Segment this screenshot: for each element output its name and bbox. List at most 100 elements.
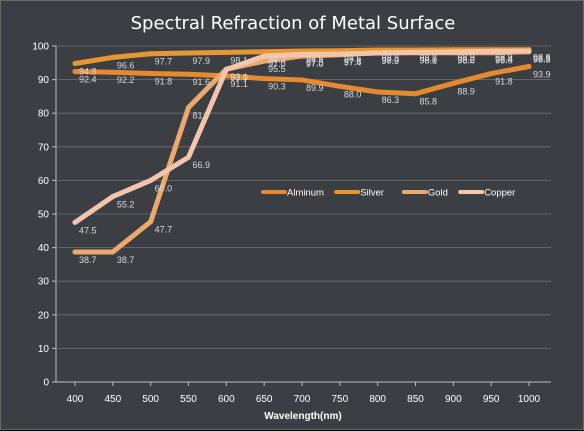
data-label: 97.0 — [268, 59, 286, 69]
data-label: 93.9 — [533, 69, 551, 79]
data-point — [261, 49, 267, 55]
legend-label: Gold — [428, 188, 448, 199]
data-point — [413, 49, 418, 55]
x-axis-label: Wavelength(nm) — [264, 411, 341, 422]
data-point — [337, 51, 343, 57]
data-label: 97.9 — [382, 56, 400, 66]
legend-label: Alminum — [287, 188, 324, 199]
data-point — [299, 51, 305, 57]
data-label: 98.0 — [382, 56, 400, 66]
data-label: 98.9 — [533, 53, 551, 63]
data-label: 89.9 — [306, 83, 324, 93]
data-label: 90.3 — [268, 82, 286, 92]
data-label: 98.2 — [457, 55, 475, 65]
data-point — [488, 48, 494, 54]
data-point — [186, 104, 191, 110]
data-label: 97.7 — [155, 57, 173, 67]
data-point — [186, 50, 191, 56]
data-point — [148, 71, 154, 77]
y-tick-label: 10 — [38, 344, 50, 355]
data-label: 98.3 — [533, 55, 551, 65]
data-point — [526, 63, 532, 69]
x-tick-label: 400 — [67, 394, 84, 405]
data-label: 38.7 — [117, 255, 135, 265]
data-label: 97.9 — [193, 56, 211, 66]
data-label: 97.4 — [344, 58, 362, 68]
data-label: 98.5 — [306, 54, 324, 64]
data-point — [148, 51, 154, 57]
data-point — [450, 80, 456, 86]
y-tick-label: 80 — [38, 109, 50, 120]
data-point — [110, 54, 116, 60]
y-tick-label: 60 — [38, 176, 50, 187]
data-label: 91.8 — [495, 77, 513, 87]
data-point — [375, 50, 381, 56]
data-point — [450, 49, 456, 55]
data-label: 98.6 — [344, 54, 362, 64]
data-label: 98.0 — [420, 56, 438, 66]
x-tick-label: 450 — [104, 394, 121, 405]
grid-lines — [56, 45, 551, 349]
data-point — [186, 71, 191, 77]
data-label: 93.1 — [230, 72, 248, 82]
data-label: 98.9 — [495, 53, 513, 63]
data-label: 38.7 — [79, 255, 97, 265]
y-tick-label: 90 — [38, 75, 50, 86]
x-tick-label: 550 — [180, 394, 197, 405]
data-label: 66.9 — [193, 160, 211, 170]
data-point — [223, 49, 229, 55]
data-label: 97.5 — [306, 57, 324, 67]
data-label: 92.4 — [79, 75, 97, 85]
data-point — [375, 89, 381, 95]
x-tick-label: 500 — [142, 394, 159, 405]
y-tick-label: 20 — [38, 310, 50, 321]
x-tick-label: 800 — [369, 394, 386, 405]
data-label: 98.8 — [382, 53, 400, 63]
data-point — [72, 69, 78, 75]
data-point — [110, 69, 116, 75]
data-label: 85.8 — [420, 97, 438, 107]
data-label: 98.0 — [495, 56, 513, 66]
series-lines — [72, 47, 532, 255]
data-point — [148, 219, 154, 225]
x-tick-label: 950 — [483, 394, 500, 405]
data-label: 96.6 — [117, 60, 135, 70]
data-label: 98.9 — [457, 53, 475, 63]
data-point — [526, 48, 532, 54]
y-tick-label: 50 — [38, 210, 50, 221]
data-point — [299, 77, 305, 83]
data-label: 47.5 — [79, 225, 97, 235]
data-label: 88.9 — [457, 86, 475, 96]
data-point — [72, 249, 78, 255]
data-label: 60.0 — [155, 183, 173, 193]
x-tick-label: 1000 — [518, 394, 541, 405]
data-label: 86.3 — [382, 95, 400, 105]
data-point — [261, 58, 267, 64]
data-point — [223, 67, 229, 73]
data-label: 92.2 — [117, 75, 135, 85]
data-label: 98.0 — [457, 56, 475, 66]
data-label: 98.5 — [533, 54, 551, 64]
data-point — [337, 83, 343, 89]
data-point — [110, 194, 116, 200]
data-label: 97.0 — [306, 59, 324, 69]
x-tick-labels: 400 450 500 550 600 650 700 750 800 850 900 950 1000 — [67, 382, 541, 405]
data-point — [488, 71, 494, 77]
legend-label: Silver — [360, 188, 384, 199]
data-label: 97.6 — [344, 57, 362, 67]
y-tick-label: 0 — [43, 378, 49, 389]
legend-label: Copper — [484, 188, 515, 199]
data-label: 94.8 — [79, 66, 97, 76]
data-point — [261, 76, 267, 82]
y-tick-label: 100 — [32, 42, 49, 53]
data-point — [261, 53, 267, 59]
y-tick-labels: 0 10 20 30 40 50 60 70 80 90 100 — [32, 42, 56, 389]
data-label: 98.1 — [420, 55, 438, 65]
data-label: 91.6 — [193, 77, 211, 87]
x-tick-label: 850 — [407, 394, 424, 405]
data-point — [148, 177, 154, 183]
x-tick-label: 900 — [445, 394, 462, 405]
data-labels: 92.4 92.2 91.8 91.6 91.1 90.3 89.9 88.0 86.3 85.8… — [79, 53, 551, 265]
